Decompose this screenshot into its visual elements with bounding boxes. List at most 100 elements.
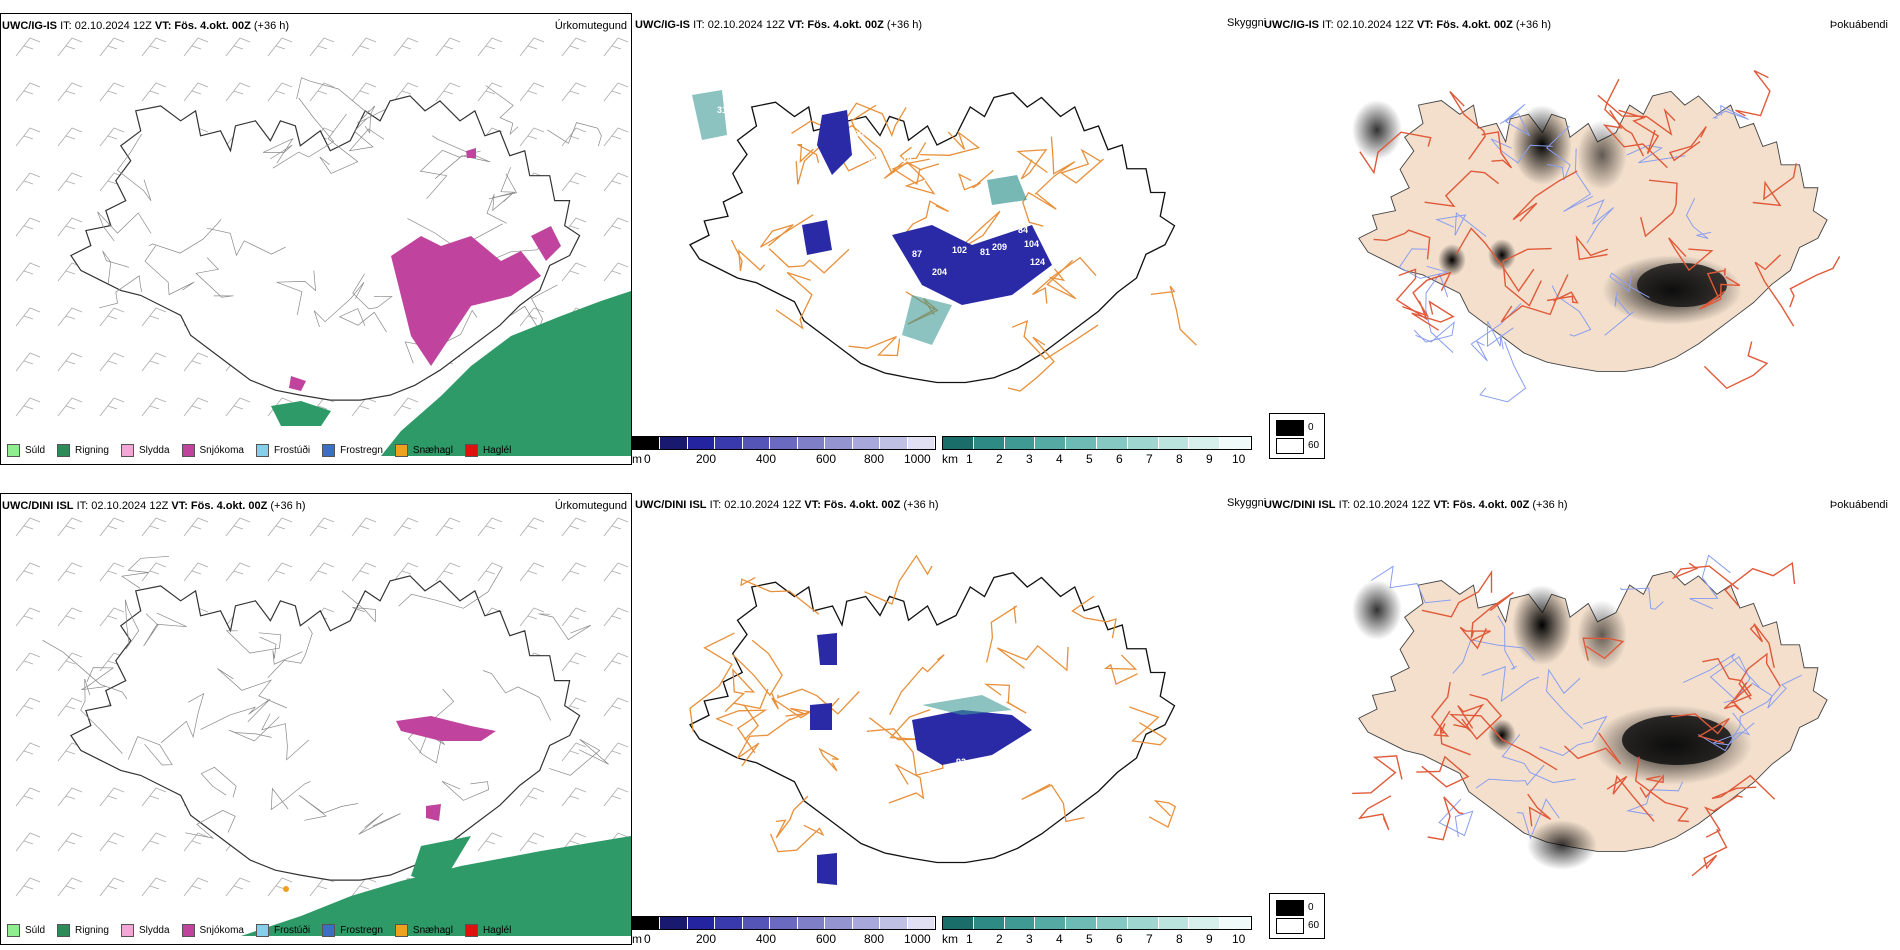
fog-key: 0 60 — [1269, 413, 1325, 459]
colorbar-tick: 9 — [1206, 932, 1213, 946]
colorbar-unit: km — [942, 932, 958, 946]
fog-map — [1352, 554, 1828, 877]
snow-area — [531, 226, 561, 261]
snow-depth-label: 70 — [717, 79, 727, 89]
snow-depth-label: 104 — [1024, 239, 1039, 249]
snow-area — [466, 148, 476, 158]
precip-map — [15, 517, 631, 936]
panel-header: UWC/DINI ISL IT: 02.10.2024 12Z VT: Fös.… — [1264, 499, 1568, 511]
colorbar-tick: 400 — [756, 932, 777, 946]
colorbar-tick: 4 — [1056, 932, 1063, 946]
snow-depth-label: 1 — [707, 602, 712, 612]
snow-depth-label: 44 — [928, 217, 938, 227]
legend-item: Frostúði — [255, 924, 310, 937]
rain-area — [271, 401, 331, 426]
colorbar-tick: 600 — [816, 932, 837, 946]
panel-header: UWC/DINI ISL IT: 02.10.2024 12Z VT: Fös.… — [635, 499, 939, 511]
colorbar-tick: 1000 — [904, 932, 931, 946]
colorbar-tick: 10 — [1232, 932, 1246, 946]
colorbar-tick: 1 — [966, 452, 973, 466]
colorbar-tick: 7 — [1146, 452, 1153, 466]
precip-panel-1: UWC/IG-IS IT: 02.10.2024 12Z VT: Fös. 4.… — [0, 13, 632, 465]
snow-depth-label: 78 — [1020, 765, 1030, 775]
legend-item: Súld — [7, 924, 45, 937]
colorbar-tick: 1000 — [904, 452, 931, 466]
panel-title: Úrkomutegund — [554, 500, 627, 512]
legend-item: Snæhagl — [394, 444, 453, 457]
precip-map — [15, 37, 631, 456]
colorbar-unit: m — [632, 932, 642, 946]
panel-title: Þokuábendi — [1829, 19, 1888, 31]
colorbar-tick: 2 — [996, 452, 1003, 466]
legend-item: Haglél — [464, 444, 511, 457]
fog-panel-2: UWC/DINI ISL IT: 02.10.2024 12Z VT: Fös.… — [1262, 493, 1900, 945]
legend-item: Haglél — [464, 924, 511, 937]
snow-depth-label: 53 — [858, 895, 868, 905]
panel-title: Úrkomutegund — [554, 20, 627, 32]
panel-title: Skyggni — [1227, 497, 1267, 509]
precip-legend: Súld Rigning Slydda Snjókoma Frostúði Fr… — [7, 444, 511, 457]
legend-item: Frostregn — [322, 924, 383, 937]
colorbar-tick: 8 — [1176, 452, 1183, 466]
colorbar-tick: 800 — [864, 452, 885, 466]
snow-panel-1: UWC/IG-IS IT: 02.10.2024 12Z VT: Fös. 4.… — [632, 13, 1266, 466]
colorbar-tick: 200 — [696, 452, 717, 466]
snow-depth-label: 84 — [1018, 225, 1028, 235]
snow-depth-label: 71 — [854, 230, 864, 240]
snow-depth-label: 14 — [902, 154, 912, 164]
snow-area — [289, 376, 306, 391]
colorbar-tick: 5 — [1086, 452, 1093, 466]
snow-depth-label: 438 — [872, 397, 887, 407]
legend-item: Snjókoma — [181, 924, 244, 937]
fog-panel-1: UWC/IG-IS IT: 02.10.2024 12Z VT: Fös. 4.… — [1262, 13, 1900, 465]
snow-depth-label: 118 — [948, 779, 963, 789]
snow-depth-label: 73 — [1028, 737, 1038, 747]
legend-item: Frostregn — [322, 444, 383, 457]
panel-header: UWC/IG-IS IT: 02.10.2024 12Z VT: Fös. 4.… — [635, 19, 923, 31]
snow-depth-label: 102 — [952, 245, 967, 255]
legend-item: Frostúði — [255, 444, 310, 457]
legend-item: Rigning — [57, 444, 109, 457]
snow-depth-label: 2 — [707, 577, 712, 587]
colorbar-tick: 600 — [816, 452, 837, 466]
colorbar-tick: 200 — [696, 932, 717, 946]
colorbar-tick: 7 — [1146, 932, 1153, 946]
colorbar-tick: 6 — [1116, 452, 1123, 466]
fog-map — [1352, 69, 1841, 403]
legend-item: Snjókoma — [181, 444, 244, 457]
colorbar-tick: 0 — [644, 452, 651, 466]
precip-panel-2: UWC/DINI ISL IT: 02.10.2024 12Z VT: Fös.… — [0, 493, 632, 945]
colorbar-tick: 1 — [966, 932, 973, 946]
precip-legend: Súld Rigning Slydda Snjókoma Frostúði Fr… — [7, 924, 511, 937]
colorbar-unit: km — [942, 452, 958, 466]
snow-depth-label: 80 — [868, 154, 878, 164]
colorbar-tick: 8 — [1176, 932, 1183, 946]
legend-item: Súld — [7, 444, 45, 457]
snow-depth-label: 9 — [858, 672, 863, 682]
legend-item: Slydda — [120, 444, 170, 457]
panel-header: UWC/DINI ISL IT: 02.10.2024 12Z VT: Fös.… — [2, 500, 306, 512]
colorbar-tick: 2 — [996, 932, 1003, 946]
panel-title: Þokuábendi — [1829, 499, 1888, 511]
snow-depth-label: 87 — [912, 249, 922, 259]
colorbar-tick: 10 — [1232, 452, 1246, 466]
snow-depth-label: 90 — [854, 129, 864, 139]
snow-depth-label: 92 — [956, 757, 966, 767]
snow-depth-label: 330 — [960, 317, 975, 327]
panel-header: UWC/IG-IS IT: 02.10.2024 12Z VT: Fös. 4.… — [2, 20, 290, 32]
colorbar-tick: 3 — [1026, 452, 1033, 466]
snow-depth-label: 119 — [934, 822, 949, 832]
snow-depth-label: 12 — [864, 645, 874, 655]
legend-item: Slydda — [120, 924, 170, 937]
legend-item: Rigning — [57, 924, 109, 937]
colorbar-tick: 5 — [1086, 932, 1093, 946]
snow-area — [391, 236, 541, 366]
snow-depth-label: 124 — [1030, 257, 1045, 267]
snow-depth-label: 81 — [980, 247, 990, 257]
snow-depth-label: 102 — [858, 730, 873, 740]
colorbar-tick: 3 — [1026, 932, 1033, 946]
rain-area — [381, 291, 631, 456]
snow-depth-label: 204 — [932, 267, 947, 277]
colorbar-tick: 4 — [1056, 452, 1063, 466]
colorbar-tick: 0 — [644, 932, 651, 946]
